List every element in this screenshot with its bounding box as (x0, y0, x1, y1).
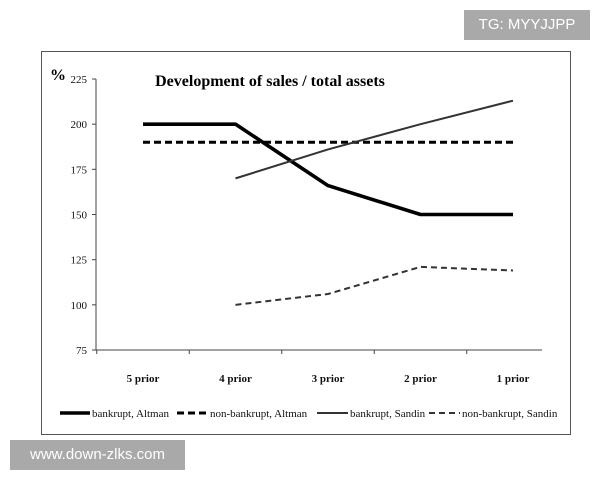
chart-title: Development of sales / total assets (155, 73, 385, 90)
series-layer (143, 99, 514, 306)
legend-label: bankrupt, Altman (92, 408, 169, 420)
x-tick-label: 3 prior (312, 373, 345, 385)
y-tick-label: 100 (71, 300, 88, 312)
watermark-bottom: www.down-zlks.com (10, 440, 185, 470)
x-tick-label: 4 prior (219, 373, 252, 385)
y-tick-label: 125 (71, 255, 88, 267)
legend-label: non-bankrupt, Sandin (462, 408, 558, 420)
y-tick-label: 175 (71, 164, 88, 176)
x-tick-label: 1 prior (497, 373, 530, 385)
line-chart: Development of sales / total assets % 75… (50, 67, 558, 420)
y-tick-label: 75 (76, 345, 88, 357)
chart-frame: Development of sales / total assets % 75… (41, 51, 571, 435)
y-tick-label: 150 (71, 210, 88, 222)
series-line-bankrupt-altman (143, 122, 513, 217)
chart-legend: bankrupt, Altman non-bankrupt, Altman bank… (60, 408, 558, 420)
y-tick-label: 225 (71, 74, 88, 86)
y-axis-label: % (50, 67, 66, 84)
y-tick-label: 200 (71, 119, 88, 131)
series-line-non-bankrupt-sandin (235, 265, 514, 306)
series-line-bankrupt-sandin (235, 99, 514, 180)
legend-label: bankrupt, Sandin (350, 408, 426, 420)
watermark-top: TG: MYYJJPP (464, 10, 590, 40)
x-tick-label: 5 prior (127, 373, 160, 385)
x-tick-label: 2 prior (404, 373, 437, 385)
chart-axes: 75 100 125 150 175 200 225 5 prior 4 prior 3 prio… (71, 74, 542, 385)
legend-label: non-bankrupt, Altman (210, 408, 308, 420)
